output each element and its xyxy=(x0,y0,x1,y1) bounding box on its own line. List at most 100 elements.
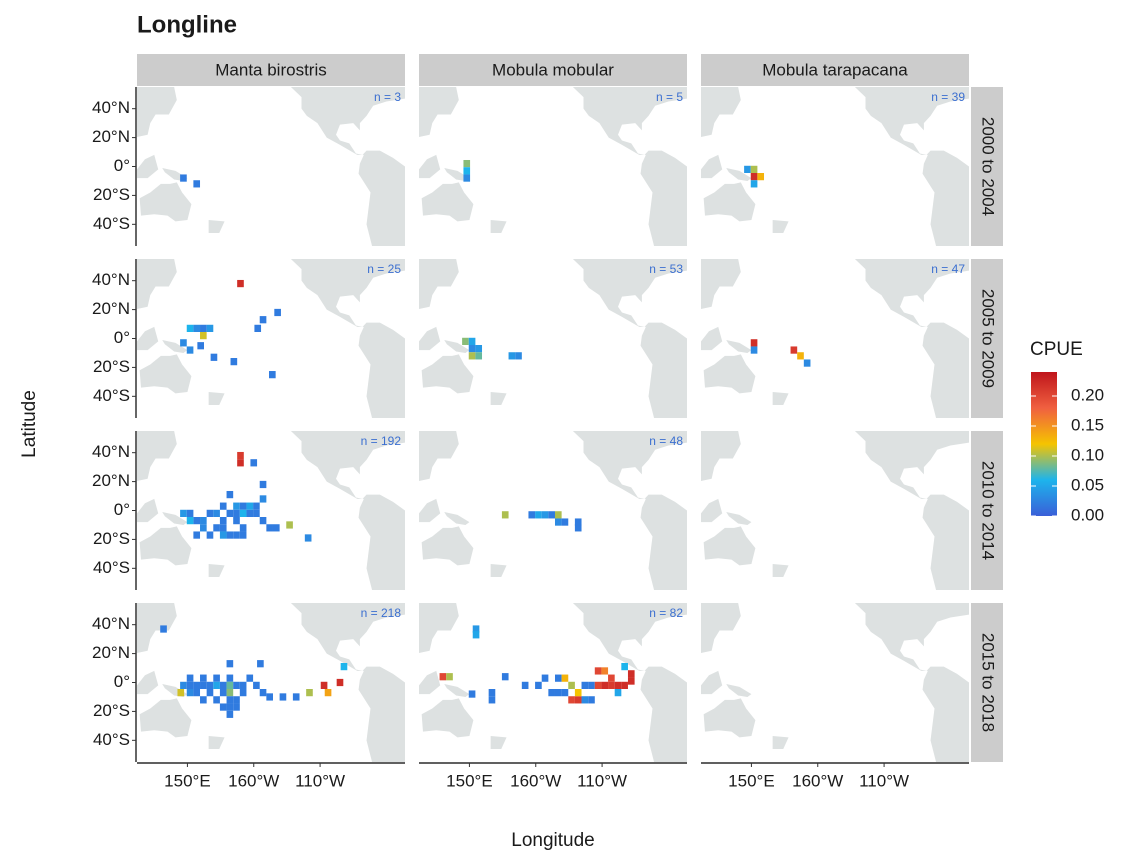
cpue-tile xyxy=(259,689,267,697)
cpue-tile xyxy=(581,696,589,704)
cpue-tile xyxy=(488,689,496,697)
cpue-tile xyxy=(588,681,595,690)
land xyxy=(490,563,507,577)
cpue-tile xyxy=(561,518,569,526)
cpue-tile xyxy=(588,696,595,704)
y-tick-label: 0° xyxy=(114,672,130,691)
land xyxy=(444,167,470,181)
cpue-tile xyxy=(237,459,244,467)
x-tick-label: 150°E xyxy=(164,771,211,790)
cpue-tile xyxy=(750,339,758,347)
cpue-tile xyxy=(219,517,227,525)
land xyxy=(703,698,756,738)
cpue-tile xyxy=(574,524,582,532)
cpue-tile xyxy=(803,359,811,367)
cpue-tile xyxy=(750,346,758,354)
cpue-tile xyxy=(541,674,549,682)
cpue-tile xyxy=(206,531,214,539)
cpue-tile xyxy=(561,674,569,682)
land xyxy=(137,670,159,695)
panel xyxy=(137,259,405,418)
cpue-tile xyxy=(246,509,254,518)
land xyxy=(801,259,969,418)
cpue-tile xyxy=(206,324,214,332)
cpue-tile xyxy=(233,502,240,510)
cpue-tile xyxy=(790,346,798,354)
row-label: 2015 to 2018 xyxy=(979,633,998,732)
land xyxy=(137,87,177,138)
land xyxy=(137,498,159,523)
cpue-tile xyxy=(233,681,240,690)
cpue-tile xyxy=(193,681,201,690)
cpue-tile xyxy=(233,509,240,518)
n-label: n = 47 xyxy=(931,262,965,276)
cpue-tile xyxy=(274,308,281,317)
cpue-tile xyxy=(306,689,313,697)
cpue-tile xyxy=(246,502,254,510)
land xyxy=(419,326,441,351)
cpue-tile xyxy=(468,337,476,346)
cpue-tile xyxy=(279,693,287,701)
x-tick-label: 160°W xyxy=(792,771,843,790)
y-tick-label: 20°N xyxy=(92,471,130,490)
colorbar-label: 0.00 xyxy=(1071,505,1104,524)
y-tick-label: 40°N xyxy=(92,270,130,289)
n-label: n = 82 xyxy=(649,606,683,620)
cpue-tile xyxy=(200,696,207,704)
cpue-tile xyxy=(259,495,267,503)
land xyxy=(801,87,969,246)
cpue-tile xyxy=(336,678,344,687)
land xyxy=(421,698,474,738)
cpue-tile xyxy=(608,674,615,682)
cpue-tile xyxy=(226,531,234,539)
panel xyxy=(419,603,687,762)
land xyxy=(208,391,225,405)
cpue-tile xyxy=(468,345,476,353)
y-tick-label: 20°S xyxy=(93,701,130,720)
panel xyxy=(137,603,405,762)
cpue-tile xyxy=(621,662,628,671)
land xyxy=(419,87,459,138)
land xyxy=(139,526,192,566)
row-label: 2005 to 2009 xyxy=(979,289,998,388)
cpue-tile xyxy=(614,681,622,690)
cpue-tile xyxy=(193,689,201,697)
cpue-tile xyxy=(581,681,589,690)
land xyxy=(421,526,474,566)
cpue-tile xyxy=(219,524,227,532)
colorbar-label: 0.10 xyxy=(1071,445,1104,464)
cpue-tile xyxy=(601,681,609,690)
cpue-tile xyxy=(554,689,562,697)
cpue-tile xyxy=(206,509,214,518)
cpue-tile xyxy=(272,524,280,532)
y-tick-label: 20°N xyxy=(92,127,130,146)
x-tick-label: 110°W xyxy=(577,771,627,790)
land xyxy=(421,354,474,394)
n-label: n = 53 xyxy=(649,262,683,276)
land xyxy=(208,219,225,233)
cpue-tile xyxy=(601,667,609,675)
cpue-tile xyxy=(475,345,483,353)
panel xyxy=(701,259,969,418)
n-label: n = 192 xyxy=(361,434,402,448)
cpue-tile xyxy=(193,517,201,525)
land xyxy=(137,431,177,482)
cpue-tile xyxy=(239,531,247,539)
cpue-tile xyxy=(446,673,453,681)
cpue-tile xyxy=(239,681,247,690)
y-tick-label: 20°S xyxy=(93,185,130,204)
panel xyxy=(137,431,405,590)
cpue-tile xyxy=(233,517,240,525)
cpue-tile xyxy=(219,681,227,690)
land xyxy=(419,498,441,523)
cpue-tile xyxy=(574,689,582,697)
land xyxy=(444,683,470,697)
cpue-tile xyxy=(160,625,167,633)
land xyxy=(703,526,756,566)
cpue-tile xyxy=(219,703,227,711)
land xyxy=(419,431,459,482)
cpue-tile xyxy=(574,518,582,526)
land xyxy=(726,339,752,353)
cpue-tile xyxy=(515,352,522,360)
y-tick-label: 0° xyxy=(114,328,130,347)
